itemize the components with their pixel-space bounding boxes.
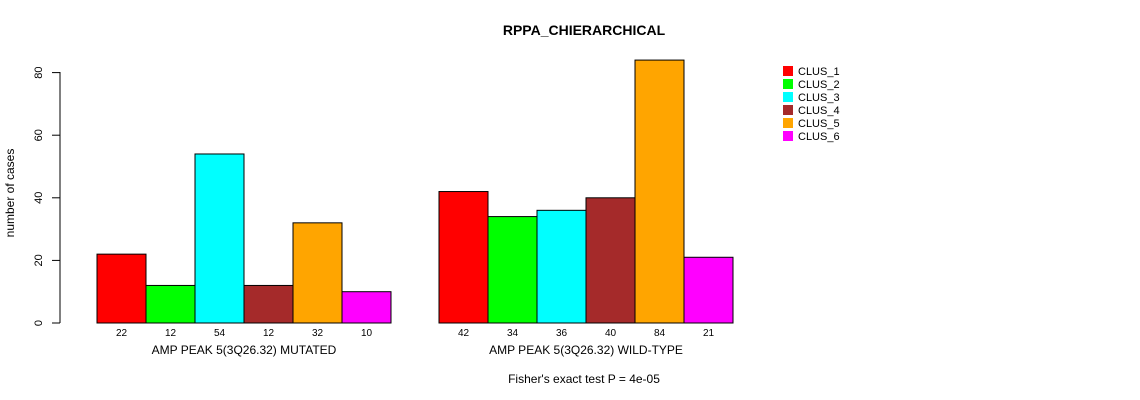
fisher-test-footnote: Fisher's exact test P = 4e-05: [508, 372, 660, 386]
y-axis-ticks: 0 20 40 60 80: [33, 66, 60, 326]
y-tick-label: 20: [33, 254, 45, 266]
bar-clus-2: [145, 284, 196, 324]
bar-count-label: 42: [458, 328, 470, 339]
bar-count-label: 10: [361, 328, 373, 339]
bar-count-label: 12: [263, 328, 275, 339]
group-labels: AMP PEAK 5(3Q26.32) MUTATED AMP PEAK 5(3Q…: [152, 343, 683, 357]
legend-label: CLUS_5: [798, 118, 840, 130]
y-axis-label: number of cases: [3, 149, 17, 238]
legend-swatch: [783, 79, 793, 89]
bar-clus-6: [341, 291, 392, 324]
bar-clus-6: [683, 256, 734, 324]
bar-clus-1: [96, 253, 147, 324]
bar-count-label: 12: [165, 328, 177, 339]
group-label: AMP PEAK 5(3Q26.32) WILD-TYPE: [489, 343, 683, 357]
y-tick-label: 40: [33, 192, 45, 204]
bar-count-label: 21: [703, 328, 715, 339]
bar-count-label: 22: [116, 328, 128, 339]
bar-clus-1: [438, 191, 489, 324]
legend-swatch: [783, 118, 793, 128]
group-label: AMP PEAK 5(3Q26.32) MUTATED: [152, 343, 337, 357]
legend-label: CLUS_4: [798, 105, 840, 117]
legend-label: CLUS_2: [798, 79, 840, 91]
legend-swatch: [783, 105, 793, 115]
legend-label: CLUS_3: [798, 92, 840, 104]
legend-swatch: [783, 66, 793, 76]
legend-swatch: [783, 131, 793, 141]
bar-clus-4: [243, 284, 294, 324]
legend-label: CLUS_1: [798, 66, 840, 78]
bar-clus-3: [536, 209, 587, 324]
bars: 22 12 54 12 32 10 42 34 36 40 84 21: [96, 59, 734, 339]
bar-count-label: 40: [605, 328, 617, 339]
bar-count-label: 34: [507, 328, 519, 339]
chart-title: RPPA_CHIERARCHICAL: [503, 22, 666, 38]
bar-count-label: 36: [556, 328, 568, 339]
bar-clus-2: [487, 216, 538, 324]
bar-count-label: 54: [214, 328, 226, 339]
legend-label: CLUS_6: [798, 131, 840, 143]
bar-clus-5: [292, 222, 343, 324]
y-tick-label: 80: [33, 66, 45, 78]
bar-clus-3: [194, 153, 245, 324]
bar-clus-5: [634, 59, 685, 324]
y-tick-label: 60: [33, 129, 45, 141]
y-tick-label: 0: [33, 320, 45, 326]
bar-clus-4: [585, 197, 636, 324]
bar-count-label: 32: [312, 328, 324, 339]
bar-count-label: 84: [654, 328, 666, 339]
legend-swatch: [783, 92, 793, 102]
